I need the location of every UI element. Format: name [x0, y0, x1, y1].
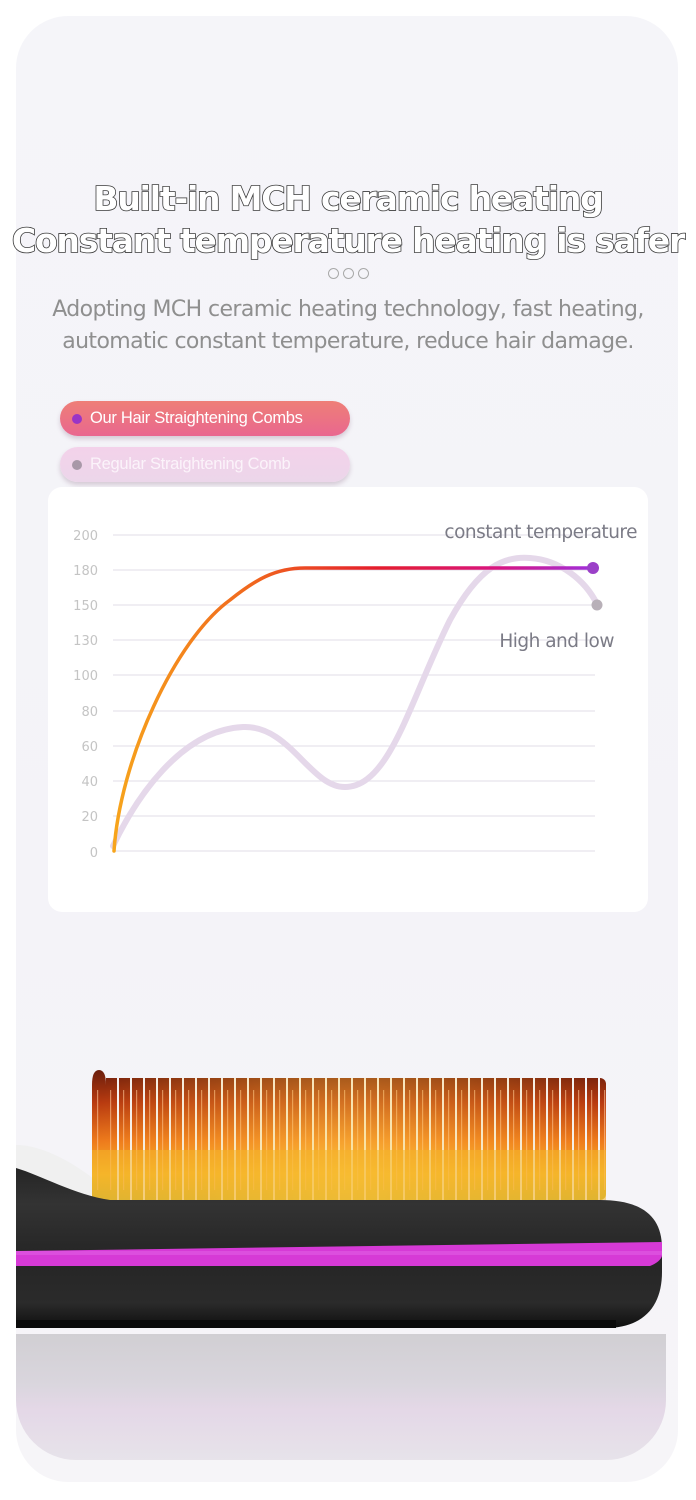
- legend-label: Our Hair Straightening Combs: [90, 409, 303, 427]
- bristles: [92, 1070, 606, 1200]
- legend-ours: Our Hair Straightening Combs: [60, 401, 350, 436]
- hair-straightening-comb-image: [16, 1070, 662, 1328]
- temperature-chart: 200 180 150 130 100 80 60 40 20 0 consta…: [73, 522, 637, 861]
- ring-dots-icon: [0, 268, 696, 279]
- legend-label: Regular Straightening Comb: [90, 455, 291, 473]
- legend-dot-icon: [72, 459, 82, 470]
- annotation-constant-temperature: constant temperature: [444, 522, 637, 543]
- headline-line-2: Constant temperature heating is safer: [11, 220, 686, 261]
- y-tick: 150: [73, 599, 98, 614]
- headline: Built-in MCH ceramic heating Constant te…: [0, 178, 696, 262]
- subtitle-line-2: automatic constant temperature, reduce h…: [62, 329, 634, 354]
- subtitle: Adopting MCH ceramic heating technology,…: [0, 294, 696, 358]
- y-tick: 40: [81, 775, 98, 790]
- y-tick: 130: [73, 634, 98, 649]
- headline-line-1: Built-in MCH ceramic heating: [93, 178, 605, 219]
- ring-icon: [327, 268, 339, 279]
- ring-icon: [342, 268, 354, 279]
- y-axis-labels: 200 180 150 130 100 80 60 40 20 0: [73, 529, 98, 861]
- product-reflection: [16, 1334, 666, 1460]
- y-tick: 100: [73, 669, 98, 684]
- y-tick: 20: [81, 810, 98, 825]
- legend-dot-icon: [72, 413, 82, 424]
- ring-icon: [357, 268, 369, 279]
- series-ours-line: [112, 566, 595, 853]
- y-tick: 80: [81, 705, 98, 720]
- y-tick: 0: [90, 846, 98, 861]
- series-ours-end-dot: [587, 562, 599, 574]
- y-tick: 60: [81, 740, 98, 755]
- y-tick: 200: [73, 529, 98, 544]
- legend-regular: Regular Straightening Comb: [60, 447, 350, 482]
- gridlines: [113, 534, 595, 852]
- subtitle-line-1: Adopting MCH ceramic heating technology,…: [52, 297, 644, 322]
- chart-card: 200 180 150 130 100 80 60 40 20 0 consta…: [48, 487, 648, 912]
- annotation-high-and-low: High and low: [499, 631, 614, 652]
- y-tick: 180: [73, 564, 98, 579]
- series-regular-end-dot: [591, 599, 603, 611]
- series-regular-line: [110, 554, 600, 849]
